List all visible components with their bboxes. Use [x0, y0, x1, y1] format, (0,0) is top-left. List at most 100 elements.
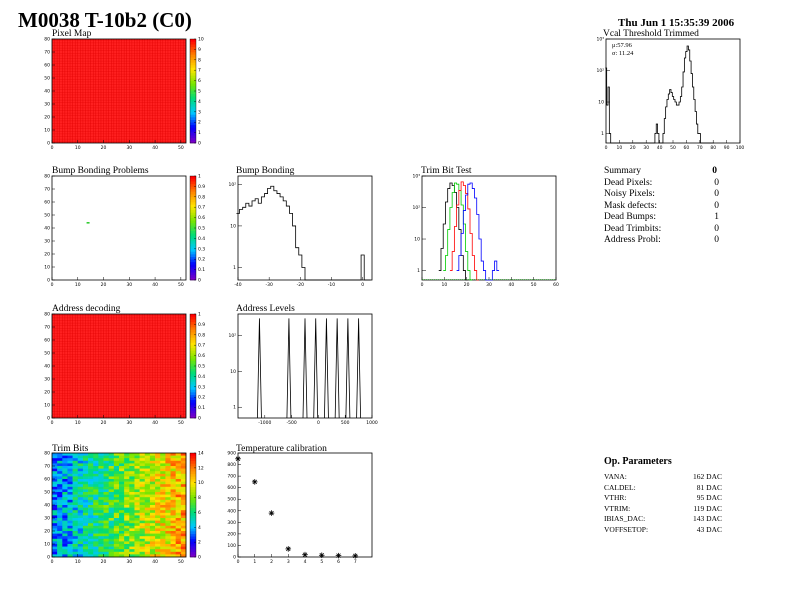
heatmap-cell: [175, 471, 182, 475]
heatmap-cell: [67, 455, 73, 459]
heatmap-cell: [160, 544, 166, 547]
heatmap-cell: [139, 523, 146, 527]
temp-cal-chart: 0 1 2 3 4 5 6 7 0 100 200 300 400 500 600 700 800 900: [227, 451, 373, 565]
heatmap-cell: [98, 499, 104, 503]
heatmap-cell: [180, 505, 187, 508]
heatmap-cell: [134, 536, 140, 540]
heatmap-cell: [124, 528, 130, 532]
heatmap-cell: [57, 473, 63, 477]
colorbar-tick-label: 1: [198, 312, 201, 318]
timestamp: Thu Jun 1 15:35:39 2006: [618, 17, 735, 29]
heatmap-cell: [155, 471, 161, 475]
heatmap-cell: [93, 549, 99, 553]
heatmap-cell: [119, 551, 125, 555]
heatmap-cell: [113, 484, 120, 488]
heatmap-cell: [57, 533, 63, 537]
heatmap-cell: [98, 515, 104, 519]
colorbar-tick-label: 0.4: [198, 236, 205, 242]
heatmap-cell: [175, 492, 182, 495]
heatmap-cell: [113, 468, 120, 472]
heatmap-cell: [155, 533, 161, 537]
heatmap-cell: [98, 471, 104, 475]
heatmap-cell: [108, 455, 115, 459]
heatmap-cell: [103, 476, 109, 480]
colorbar-segment: [190, 101, 196, 105]
heatmap-cell: [67, 549, 73, 553]
heatmap-cell: [180, 476, 187, 480]
heatmap-cell: [134, 546, 140, 550]
colorbar-tick-label: 0.8: [198, 194, 205, 200]
heatmap-cell: [93, 497, 99, 501]
colorbar-segment: [190, 486, 196, 490]
heatmap-cell: [129, 525, 135, 529]
colorbar-segment: [190, 510, 196, 514]
heatmap-cell: [113, 502, 120, 506]
heatmap-cell: [129, 460, 135, 464]
scatter-point: [285, 546, 292, 552]
vcal-stats: μ:57.96 σ: 11.24: [612, 42, 633, 58]
heatmap-cell: [67, 463, 73, 467]
heatmap-cell: [67, 520, 73, 524]
colorbar-segment: [190, 189, 196, 192]
heatmap-cell: [93, 492, 99, 495]
heatmap-cell: [134, 551, 140, 555]
heatmap-cell: [67, 473, 73, 477]
heatmap-cell: [98, 494, 104, 498]
heatmap-cell: [129, 536, 135, 540]
op-param-label: VTHR:: [604, 493, 627, 502]
colorbar-segment: [190, 238, 196, 242]
y-tick-label: 40: [44, 226, 50, 232]
heatmap-cell: [170, 476, 176, 480]
histogram-line: [605, 45, 714, 144]
colorbar-segment: [190, 355, 196, 359]
heatmap-cell: [62, 538, 68, 542]
heatmap-cell: [124, 471, 130, 475]
colorbar-segment: [190, 334, 196, 338]
x-tick-label: 0: [605, 145, 608, 151]
heatmap-cell: [108, 453, 115, 456]
heatmap-cell: [113, 479, 120, 482]
colorbar-segment: [190, 199, 196, 203]
heatmap-cell: [52, 458, 58, 462]
colorbar-segment: [190, 479, 196, 482]
colorbar-tick-label: 0: [198, 141, 201, 147]
x-tick-label: 6: [337, 559, 340, 565]
heatmap-cell: [134, 531, 140, 534]
colorbar-segment: [190, 114, 196, 118]
heatmap-cell: [165, 460, 171, 464]
heatmap-cell: [62, 486, 68, 490]
heatmap-cell: [175, 518, 182, 521]
heatmap-cell: [82, 463, 89, 467]
heatmap-cell: [129, 494, 135, 498]
colorbar-segment: [190, 324, 196, 328]
heatmap-cell: [88, 473, 94, 477]
address-levels-chart: -1000 -500 0 500 1000 1 10 10²: [228, 313, 378, 426]
heatmap-cell: [144, 528, 151, 532]
colorbar-segment: [190, 342, 196, 346]
summary-row-value: 0: [714, 235, 719, 245]
heatmap-cell: [139, 492, 146, 495]
colorbar-tick-label: 0.8: [198, 332, 205, 338]
heatmap-cell: [93, 460, 99, 464]
heatmap-cell: [134, 479, 140, 482]
heatmap-cell: [129, 481, 135, 485]
heatmap-cell: [103, 518, 109, 521]
heatmap-cell: [155, 551, 161, 555]
heatmap-cell: [77, 479, 84, 482]
heatmap-cell: [72, 460, 79, 464]
heatmap-cell: [52, 476, 58, 480]
heatmap-cell: [134, 515, 140, 519]
heatmap-cell: [88, 507, 94, 511]
heatmap-cell: [134, 538, 140, 542]
colorbar-segment: [190, 254, 196, 257]
y-tick-label: 20: [44, 390, 50, 396]
heatmap-cell: [77, 507, 84, 511]
heatmap-cell: [52, 499, 58, 503]
vcal-title: Vcal Threshold Trimmed: [603, 29, 699, 39]
heatmap-cell: [57, 538, 63, 542]
heatmap-cell: [77, 476, 84, 480]
colorbar-segment: [190, 399, 196, 403]
colorbar-segment: [190, 91, 196, 94]
colorbar-segment: [190, 492, 196, 495]
heatmap-cell: [175, 505, 182, 508]
